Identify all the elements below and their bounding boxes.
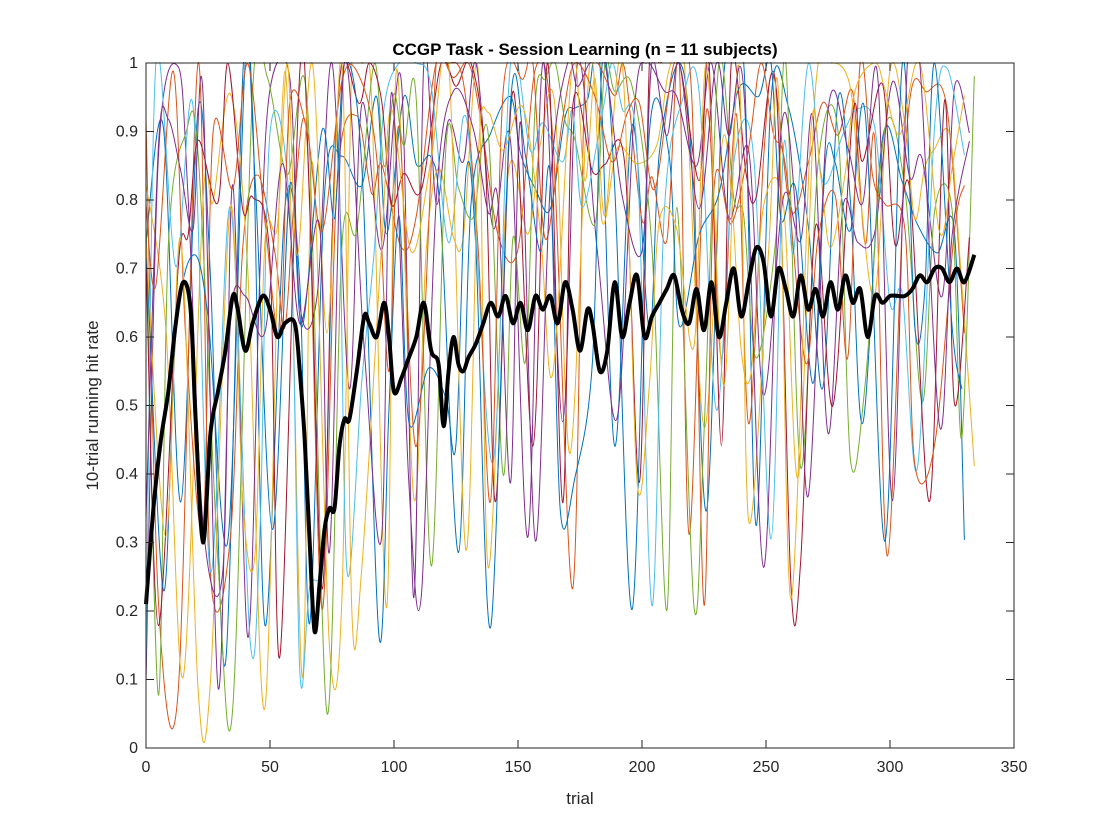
y-tick-label: 0.4 — [116, 466, 138, 483]
x-tick-label: 50 — [261, 759, 279, 776]
x-tick-label: 0 — [142, 759, 151, 776]
y-tick-label: 0.1 — [116, 672, 138, 689]
x-tick-label: 250 — [753, 759, 780, 776]
y-tick-label: 0.3 — [116, 535, 138, 552]
mean-line — [144, 245, 977, 635]
chart-title: CCGP Task - Session Learning (n = 11 sub… — [392, 40, 777, 59]
mean-line-group — [144, 245, 977, 635]
subject-line-2 — [146, 62, 965, 730]
y-tick-label: 0.5 — [116, 398, 138, 415]
x-tick-label: 100 — [381, 759, 408, 776]
x-tick-label: 300 — [877, 759, 904, 776]
x-tick-label: 350 — [1001, 759, 1028, 776]
subject-line-10 — [146, 62, 965, 744]
subject-line-9 — [146, 62, 965, 606]
y-tick-label: 0.9 — [116, 124, 138, 141]
subject-line-3 — [146, 62, 975, 711]
subject-line-7 — [146, 62, 970, 659]
subject-line-11 — [146, 62, 970, 690]
ticks: 0 50 100 150 200 250 300 350 0 0.1 0.2 0.3 0.4 0.5 0.6… — [116, 55, 1028, 776]
subject-line-6 — [146, 62, 965, 689]
y-tick-label: 0.2 — [116, 603, 138, 620]
x-tick-label: 200 — [629, 759, 656, 776]
x-axis-label: trial — [566, 789, 593, 808]
subject-line-5 — [146, 62, 975, 732]
y-axis-label: 10-trial running hit rate — [83, 320, 102, 490]
y-tick-label: 0.8 — [116, 192, 138, 209]
y-tick-label: 0.6 — [116, 329, 138, 346]
y-tick-label: 0.7 — [116, 261, 138, 278]
x-tick-label: 150 — [505, 759, 532, 776]
y-tick-label: 1 — [129, 55, 138, 72]
subject-lines — [146, 62, 975, 744]
subject-line-8 — [146, 62, 963, 643]
y-tick-label: 0 — [129, 740, 138, 757]
